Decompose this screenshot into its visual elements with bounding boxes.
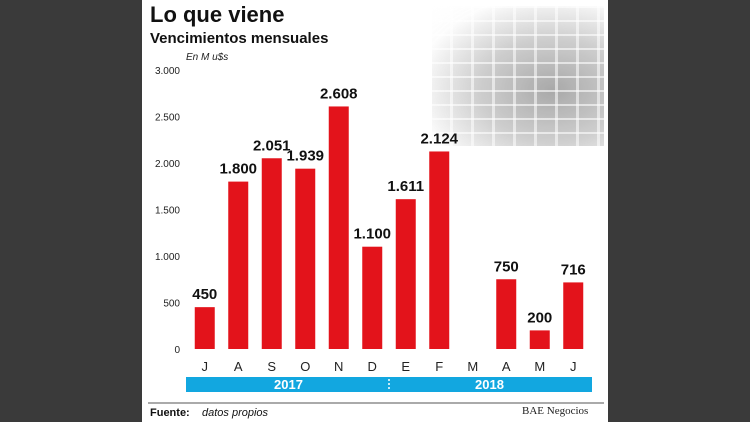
y-tick-label: 500 [163,299,180,310]
x-category-label: S [267,359,276,374]
banknotes-illustration [432,6,604,146]
bar-value-label: 1.800 [219,161,257,178]
y-tick-label: 1.000 [155,252,180,263]
bar-value-label: 450 [192,286,217,303]
bar [328,106,349,350]
x-category-label: A [234,359,243,374]
bar-value-label: 716 [561,261,586,278]
bar [563,282,584,349]
bar [429,151,450,349]
source-label: Fuente: [150,407,190,419]
y-tick-label: 2.500 [155,113,180,124]
source-note: Fuente: datos propios [150,407,268,419]
y-tick-label: 2.000 [155,159,180,170]
bar [529,330,550,349]
x-category-label: O [300,359,310,374]
x-category-label: M [534,359,545,374]
year-label: 2018 [475,377,504,392]
year-label: 2017 [274,377,303,392]
y-tick-label: 0 [174,345,180,356]
bar [194,307,215,349]
bar-value-label: 2.124 [420,130,458,147]
bar [496,279,517,349]
chart-subtitle: Vencimientos mensuales [150,30,329,47]
bar [295,168,316,349]
bar [228,181,249,349]
publisher-credit: BAE Negocios [522,405,589,417]
bar-value-label: 2.608 [320,85,358,102]
bar-value-label: 2.051 [253,137,291,154]
bar [362,246,383,349]
x-category-label: N [334,359,343,374]
x-category-label: D [368,359,377,374]
x-category-label: M [467,359,478,374]
y-tick-label: 1.500 [155,206,180,217]
bar-value-label: 750 [494,258,519,275]
bar [261,158,282,349]
source-text: datos propios [201,407,269,419]
chart-title: Lo que viene [150,2,285,27]
bar-value-label: 1.939 [286,148,324,165]
bar [395,199,416,349]
x-category-label: E [401,359,410,374]
x-category-label: J [570,359,577,374]
bar-value-label: 200 [527,309,552,326]
unit-label: En M u$s [186,52,229,63]
x-category-label: A [502,359,511,374]
bar-value-label: 1.611 [387,178,424,195]
bar-value-label: 1.100 [353,226,391,243]
x-category-label: F [435,359,443,374]
x-category-label: J [202,359,209,374]
y-tick-label: 3.000 [155,66,180,77]
